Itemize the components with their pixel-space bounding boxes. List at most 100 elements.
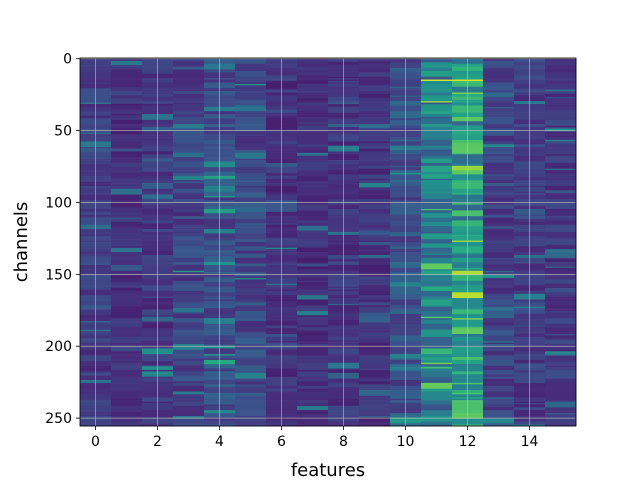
heatmap-cell xyxy=(545,99,577,102)
heatmap-cell xyxy=(173,181,205,184)
heatmap-cell xyxy=(421,73,453,76)
heatmap-cell xyxy=(483,309,515,312)
heatmap-cell xyxy=(173,303,205,306)
heatmap-cell xyxy=(173,226,205,228)
heatmap-cell xyxy=(235,124,267,126)
heatmap-cell xyxy=(173,82,205,85)
heatmap-cell xyxy=(235,237,267,240)
heatmap-cell xyxy=(297,203,329,205)
heatmap-cell xyxy=(359,295,391,297)
heatmap-cell xyxy=(173,260,205,263)
heatmap-cell xyxy=(297,206,329,208)
heatmap-cell xyxy=(483,106,515,109)
heatmap-cell xyxy=(359,214,391,217)
heatmap-cell xyxy=(111,397,143,399)
heatmap-cell xyxy=(111,142,143,145)
heatmap-cell xyxy=(235,98,267,100)
heatmap-cell xyxy=(173,253,205,256)
heatmap-cell xyxy=(545,302,577,305)
heatmap-cell xyxy=(297,125,329,128)
heatmap-cell xyxy=(359,198,391,201)
heatmap-cell xyxy=(359,288,391,290)
heatmap-cell xyxy=(421,168,453,171)
heatmap-cell xyxy=(297,349,329,352)
heatmap-cell xyxy=(421,299,453,302)
heatmap-cell xyxy=(297,342,329,345)
heatmap-cell xyxy=(173,127,205,129)
heatmap-cell xyxy=(297,329,329,332)
heatmap-cell xyxy=(235,226,267,228)
heatmap-cell xyxy=(111,328,143,330)
heatmap-cell xyxy=(111,265,143,267)
heatmap-cell xyxy=(297,313,329,316)
heatmap-cell xyxy=(297,168,329,171)
heatmap-cell xyxy=(421,86,453,89)
heatmap-cell xyxy=(235,150,267,152)
heatmap-cell xyxy=(545,400,577,402)
heatmap-cell xyxy=(421,144,453,146)
heatmap-cell xyxy=(235,269,267,272)
heatmap-cell xyxy=(421,193,453,195)
heatmap-cell xyxy=(483,290,515,293)
heatmap-cell xyxy=(173,151,205,154)
heatmap-cell xyxy=(173,262,205,264)
heatmap-cell xyxy=(359,231,391,234)
heatmap-cell xyxy=(111,73,143,76)
heatmap-cell xyxy=(359,75,391,77)
heatmap-cell xyxy=(173,300,205,303)
heatmap-cell xyxy=(111,336,143,339)
heatmap-cell xyxy=(235,139,267,142)
heatmap-cell xyxy=(421,59,453,62)
heatmap-cell xyxy=(173,269,205,272)
heatmap-cell xyxy=(173,364,205,366)
heatmap-cell xyxy=(235,292,267,295)
heatmap-cell xyxy=(483,105,515,108)
heatmap-cell xyxy=(359,175,391,178)
heatmap-cell xyxy=(483,101,515,103)
heatmap-cell xyxy=(545,112,577,115)
heatmap-cell xyxy=(421,131,453,134)
heatmap-cell xyxy=(235,391,267,394)
heatmap-cell xyxy=(111,178,143,181)
heatmap-cell xyxy=(297,382,329,385)
heatmap-cell xyxy=(545,242,577,244)
heatmap-cell xyxy=(111,171,143,174)
heatmap-cell xyxy=(173,69,205,72)
heatmap-cell xyxy=(421,152,453,155)
heatmap-cell xyxy=(297,397,329,399)
heatmap-cell xyxy=(111,174,143,177)
heatmap-cell xyxy=(173,295,205,297)
heatmap-cell xyxy=(545,354,577,356)
heatmap-cell xyxy=(545,318,577,320)
heatmap-cell xyxy=(297,243,329,246)
heatmap-cell xyxy=(235,109,267,112)
heatmap-cell xyxy=(421,162,453,165)
heatmap-cell xyxy=(235,234,267,237)
heatmap-cell xyxy=(483,374,515,376)
heatmap-cell xyxy=(111,415,143,418)
heatmap-cell xyxy=(297,60,329,63)
heatmap-cell xyxy=(359,346,391,349)
heatmap-cell xyxy=(111,325,143,328)
heatmap-cell xyxy=(173,229,205,231)
heatmap-cell xyxy=(483,413,515,415)
heatmap-cell xyxy=(359,81,391,83)
heatmap-cell xyxy=(421,394,453,397)
heatmap-cell xyxy=(421,154,453,157)
heatmap-cell xyxy=(235,68,267,70)
heatmap-cell xyxy=(421,220,453,223)
heatmap-cell xyxy=(545,263,577,266)
heatmap-cell xyxy=(111,408,143,411)
heatmap-cell xyxy=(483,332,515,335)
heatmap-cell xyxy=(421,204,453,207)
heatmap-cell xyxy=(421,88,453,90)
heatmap-cell xyxy=(235,414,267,417)
heatmap-cell xyxy=(297,400,329,402)
heatmap-cell xyxy=(297,354,329,356)
heatmap-cell xyxy=(359,323,391,326)
heatmap-cell xyxy=(235,408,267,411)
heatmap-cell xyxy=(297,420,329,422)
y-tick-label: 250 xyxy=(45,411,72,427)
heatmap-cell xyxy=(483,334,515,336)
heatmap-cell xyxy=(173,371,205,374)
